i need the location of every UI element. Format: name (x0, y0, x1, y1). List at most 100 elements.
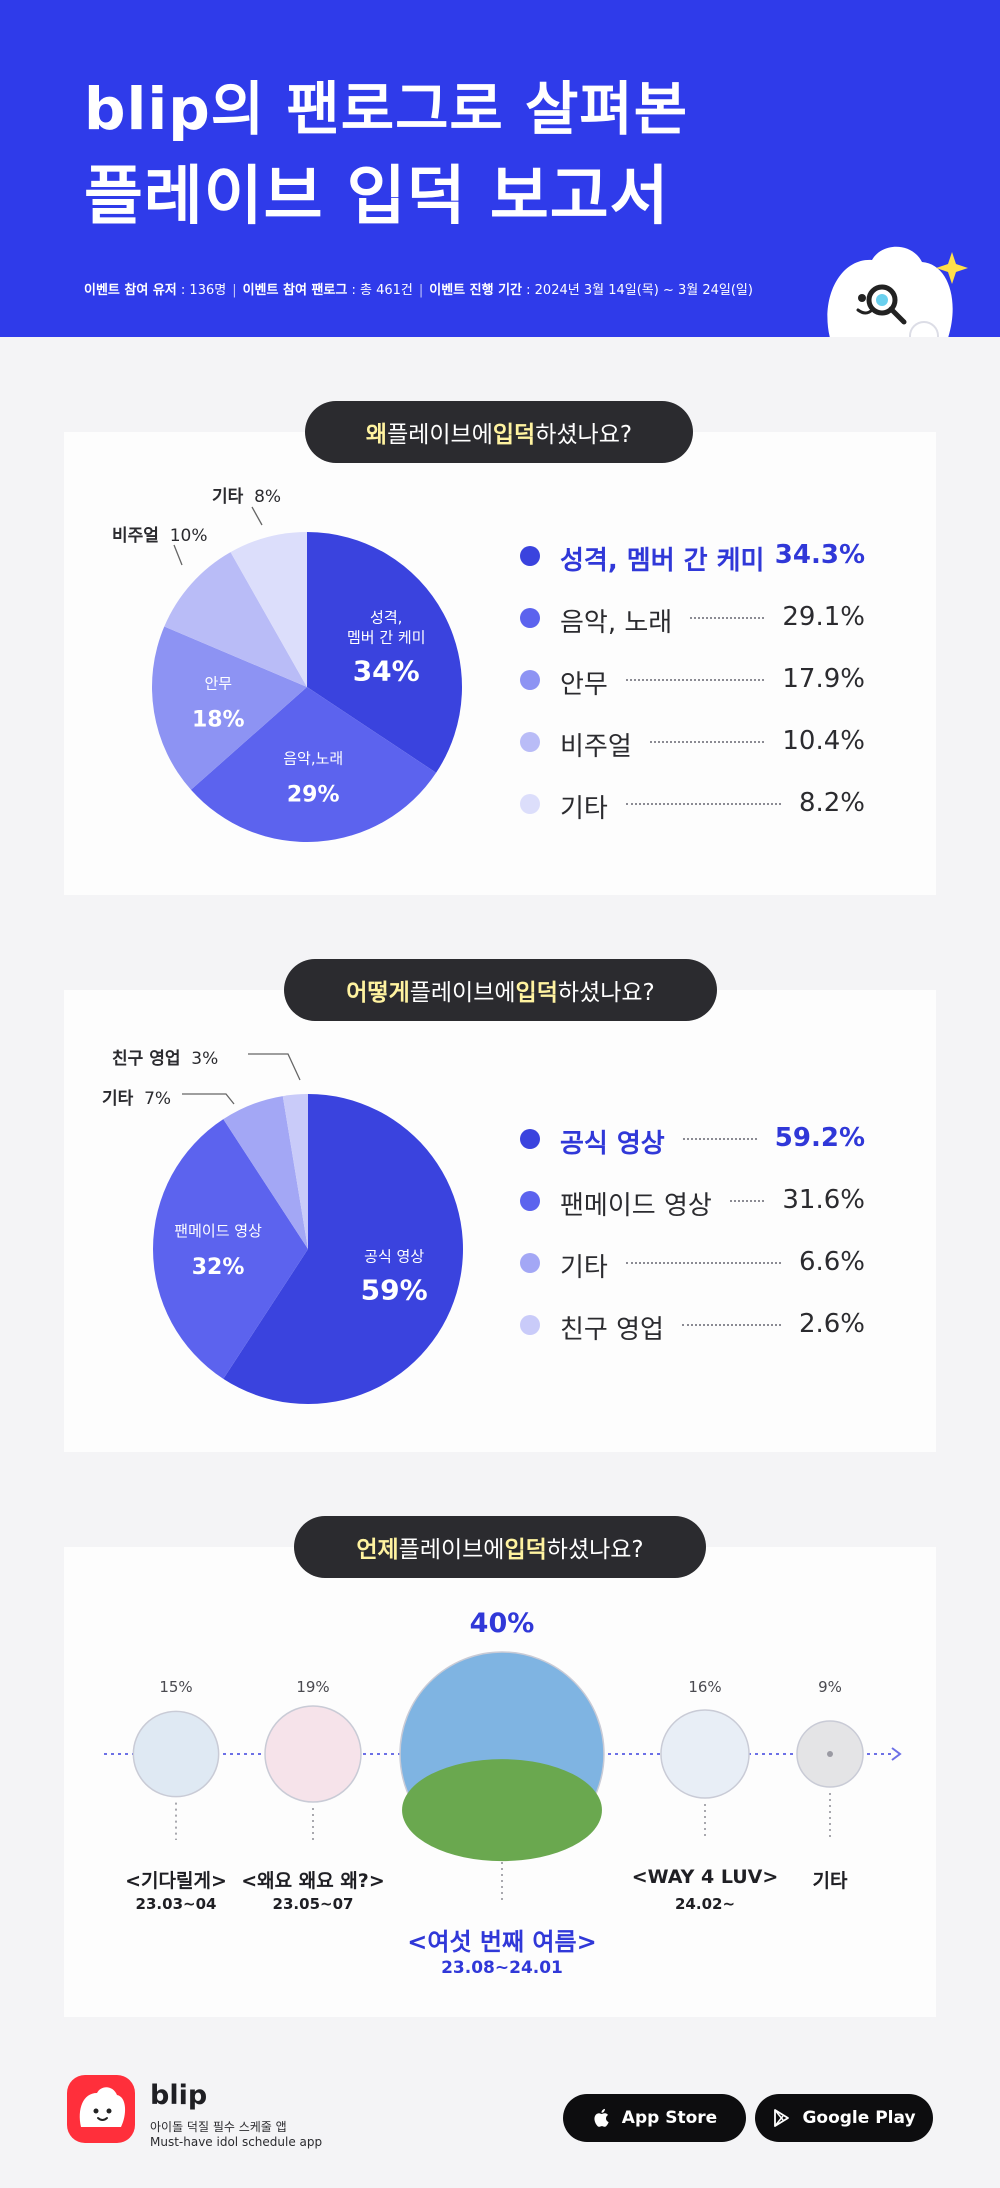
pie1-callout-visual: 비주얼 10% (112, 521, 208, 546)
slice-label: 음악,노래 (283, 750, 343, 768)
legend-leader (682, 1138, 757, 1140)
callout-label: 친구 영업 (112, 1049, 181, 1069)
question-text: 플레이브에 (398, 1537, 505, 1563)
meta-label-users: 이벤트 참여 유저 (84, 283, 177, 298)
pie-slice (190, 687, 437, 842)
legend-leader (625, 679, 765, 681)
callout-label: 기타 (102, 1089, 134, 1109)
when-question-pill: 언제 플레이브에 입덕 하셨나요? (294, 1516, 706, 1578)
legend-value: 59.2% (774, 1123, 865, 1153)
slice-label: 공식 영상 (364, 1248, 424, 1266)
why-legend: 성격, 멤버 간 케미 34.3% 음악, 노래 29.1% 안무 17.9% 비주얼 10.… (520, 526, 865, 836)
legend-leader (681, 1324, 781, 1326)
how-pie-chart: 공식 영상 59% 팬메이드 영상 32% (152, 1094, 463, 1404)
pie-slice (223, 1096, 308, 1249)
album-cover-circle (132, 1710, 220, 1798)
question-highlight: 언제 (356, 1537, 399, 1563)
timeline-album-name: 기타 (812, 1870, 848, 1892)
meta-label-fanlogs: 이벤트 참여 팬로그 (242, 283, 348, 298)
footer-tagline-en: Must-have idol schedule app (150, 2135, 323, 2149)
legend-dot (520, 1315, 540, 1335)
sparkle-icon (936, 252, 968, 284)
legend-label: 기타 (560, 1253, 608, 1283)
title-line-2: 플레이브 입덕 보고서 (84, 160, 670, 234)
legend-leader (729, 1200, 765, 1202)
legend-value: 17.9% (782, 664, 865, 694)
google-play-button[interactable]: Google Play (755, 2094, 933, 2142)
timeline-percent: 15% (159, 1678, 193, 1696)
legend-row: 음악, 노래 29.1% (520, 588, 865, 650)
timeline-percent: 9% (818, 1678, 842, 1696)
legend-value: 34.3% (774, 540, 865, 570)
pie-slice (307, 532, 462, 773)
meta-separator: | (232, 283, 237, 298)
question-text: 플레이브에 (409, 980, 516, 1006)
callout-value: 8% (254, 487, 282, 507)
app-store-label: App Store (621, 2108, 718, 2128)
legend-leader (625, 803, 781, 805)
timeline-album-date: 23.03~04 (135, 1895, 217, 1913)
question-text: 플레이브에 (387, 422, 493, 448)
legend-label: 공식 영상 (560, 1129, 665, 1159)
pie-slice (282, 1094, 308, 1249)
legend-dot (520, 670, 540, 690)
legend-row: 공식 영상 59.2% (520, 1109, 865, 1171)
meta-label-period: 이벤트 진행 기간 (429, 283, 523, 298)
timeline-percent: 19% (296, 1678, 330, 1696)
legend-row: 기타 6.6% (520, 1233, 865, 1295)
legend-dot (520, 1253, 540, 1273)
legend-label: 음악, 노래 (560, 608, 673, 638)
legend-label: 비주얼 (560, 732, 632, 762)
pie1-callout-lines (173, 506, 263, 566)
why-question-pill: 왜 플레이브에 입덕 하셨나요? (305, 401, 693, 463)
legend-label: 성격, 멤버 간 케미 (560, 546, 765, 576)
timeline-album-date: 24.02~ (674, 1895, 736, 1913)
google-play-icon (774, 2109, 790, 2127)
google-play-label: Google Play (802, 2108, 916, 2128)
meta-separator: | (418, 283, 424, 298)
timeline-album-name: <왜요 왜요 왜?> (241, 1870, 385, 1892)
legend-label: 팬메이드 영상 (560, 1191, 712, 1221)
timeline-arrow-icon (891, 1747, 902, 1761)
callout-value: 3% (191, 1049, 219, 1069)
question-highlight: 어떻게 (346, 980, 410, 1006)
header-banner: blip의 팬로그로 살펴본 플레이브 입덕 보고서 이벤트 참여 유저 : 1… (0, 0, 1000, 337)
app-store-button[interactable]: App Store (563, 2094, 746, 2142)
event-meta: 이벤트 참여 유저 : 136명 | 이벤트 참여 팬로그 : 총 461건 | 이벤트… (84, 279, 753, 298)
callout-value: 7% (144, 1089, 172, 1109)
legend-label: 안무 (560, 670, 608, 700)
pie-slice (223, 1094, 463, 1404)
question-highlight: 왜 (365, 422, 388, 448)
how-legend: 공식 영상 59.2% 팬메이드 영상 31.6% 기타 6.6% 친구 영업 2.6% (520, 1109, 865, 1357)
slice-percent-label: 34% (353, 655, 420, 688)
slice-percent-label: 29% (287, 783, 340, 808)
question-highlight: 입덕 (515, 980, 558, 1006)
footer-brand: blip (150, 2080, 208, 2111)
legend-value: 2.6% (798, 1309, 865, 1339)
why-pie-chart: 성격, 멤버 간 케미 34% 음악,노래 29% 안무 18% (152, 532, 462, 842)
callout-label: 비주얼 (112, 526, 159, 546)
meta-value-period: : 2024년 3월 14일(목) ~ 3월 24일(일) (522, 283, 753, 298)
legend-dot (520, 1129, 540, 1149)
legend-label: 기타 (560, 794, 608, 824)
album-cover-circle (660, 1709, 750, 1799)
pie2-callout-friend: 친구 영업 3% (112, 1044, 218, 1069)
pie2-callout-etc: 기타 7% (102, 1084, 171, 1109)
question-text: 하셨나요? (535, 422, 633, 448)
question-text: 하셨나요? (546, 1537, 644, 1563)
album-cover-field (402, 1759, 602, 1862)
pie1-callout-etc: 기타 8% (212, 482, 281, 507)
pie-slice (152, 1119, 308, 1379)
pie-slice (152, 626, 307, 790)
question-highlight: 입덕 (492, 422, 536, 448)
pie2-callout-lines (182, 1053, 301, 1105)
timeline-percent: 16% (688, 1678, 722, 1696)
legend-value: 6.6% (798, 1247, 865, 1277)
etc-dot (827, 1751, 833, 1757)
legend-value: 29.1% (782, 602, 865, 632)
meta-value-fanlogs: : 총 461건 (347, 283, 413, 298)
legend-row: 기타 8.2% (520, 774, 865, 836)
legend-leader (649, 741, 765, 743)
legend-dot (520, 546, 540, 566)
